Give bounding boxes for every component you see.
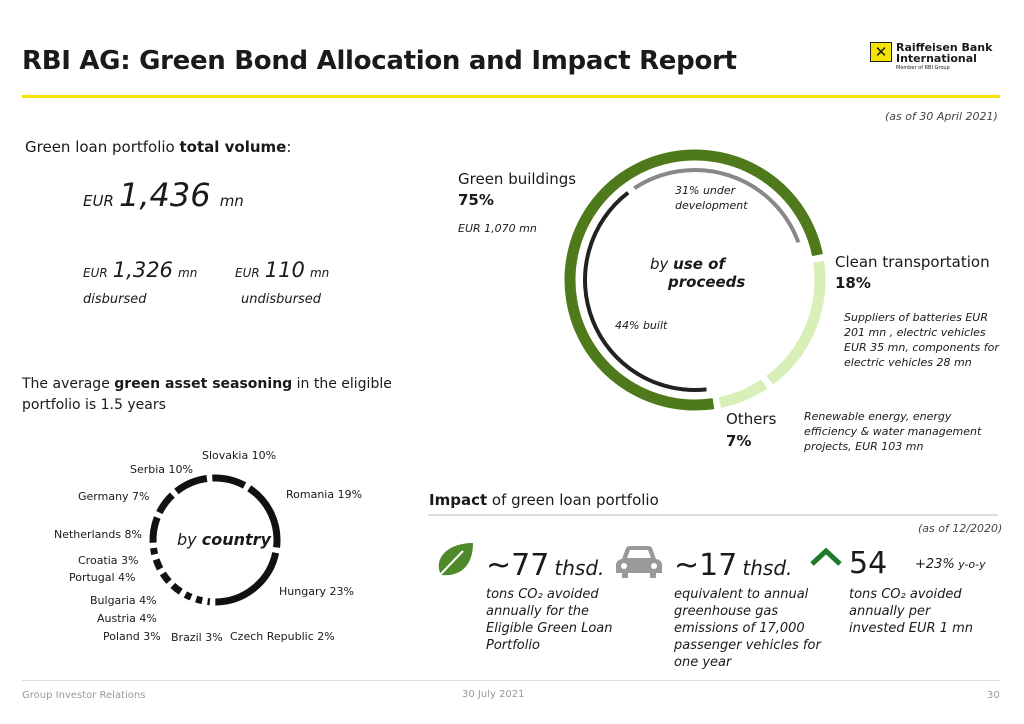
proceeds-slice-2 [718, 379, 768, 408]
country-label: Germany 7% [78, 490, 150, 503]
impact-change: +23% y-o-y [915, 557, 986, 572]
country-label: Romania 19% [286, 488, 363, 501]
footer-left: Group Investor Relations [22, 690, 146, 701]
impact-value-vehicles: ~17 thsd. [674, 548, 793, 583]
impact-desc-vehicles: equivalent to annual greenhouse gas emis… [674, 587, 821, 670]
detail-clean-transportation: Suppliers of batteries EUR 201 mn , elec… [844, 311, 999, 369]
seasoning-text: The average green asset seasoning in the… [22, 376, 392, 413]
logo-sub: Member of RBI Group [896, 65, 950, 71]
proceeds-subslice-0 [583, 191, 707, 392]
country-label: Poland 3% [103, 630, 161, 643]
pct-others: 7% [726, 432, 752, 450]
pct-green-buildings: 75% [458, 191, 494, 209]
logo: ✕ Raiffeisen Bank International Member of … [870, 42, 992, 73]
proceeds-subslice-1 [633, 168, 801, 244]
country-label: Czech Republic 2% [230, 630, 335, 643]
chevron-up-icon [810, 548, 842, 566]
country-slice-0 [212, 474, 247, 489]
portfolio-label: Green loan portfolio total volume: [25, 138, 292, 156]
country-slice-10 [149, 516, 161, 543]
proceeds-slice-0 [564, 149, 823, 411]
impact-divider [428, 514, 998, 516]
label-others: Others [726, 410, 777, 428]
country-label: Serbia 10% [130, 463, 193, 476]
leaf-icon [436, 543, 473, 579]
country-label: Austria 4% [97, 612, 157, 625]
impact-value-per-mn: 54 [849, 546, 888, 581]
impact-title: Impact of green loan portfolio [429, 491, 659, 509]
undisbursed-amount: EUR 110 mn [235, 258, 330, 282]
country-label: Bulgaria 4% [90, 594, 157, 607]
impact-desc-per-mn: tons CO₂ avoided annually per invested E… [849, 587, 973, 636]
disbursed-label: disbursed [83, 292, 147, 307]
label-under-development: 31% under development [675, 184, 748, 212]
impact-value-co2: ~77 thsd. [486, 548, 605, 583]
country-slice-11 [156, 492, 175, 515]
logo-x-icon: ✕ [870, 42, 892, 62]
country-slice-6 [170, 582, 183, 595]
total-volume: EUR 1,436 mn [83, 176, 244, 214]
country-slice-12 [174, 475, 208, 495]
country-label: Hungary 23% [279, 585, 354, 598]
label-clean-transportation: Clean transportation [835, 253, 990, 271]
proceeds-slice-1 [766, 260, 826, 385]
country-label: Brazil 3% [171, 631, 223, 644]
pct-clean-transportation: 18% [835, 274, 871, 292]
disbursed-amount: EUR 1,326 mn [83, 258, 198, 282]
footer-divider [22, 680, 1000, 681]
logo-line2: International [896, 52, 977, 65]
country-label: Portugal 4% [69, 571, 136, 584]
country-label: Netherlands 8% [54, 528, 142, 541]
label-built: 44% built [615, 319, 668, 332]
country-slice-4 [195, 595, 203, 605]
country-slice-7 [159, 571, 172, 584]
country-slice-1 [247, 485, 281, 548]
footer-date: 30 July 2021 [462, 689, 525, 700]
country-slice-8 [152, 558, 164, 571]
detail-others: Renewable energy, energy efficiency & wa… [804, 410, 982, 453]
country-center-title: by country [177, 530, 271, 549]
country-slice-2 [215, 551, 280, 606]
impact-as-of: (as of 12/2020) [918, 522, 1003, 535]
country-label: Slovakia 10% [202, 449, 277, 462]
logo-line1: Raiffeisen Bank [896, 41, 993, 54]
country-slice-5 [183, 591, 193, 601]
proceeds-center-title: by use of proceeds [650, 255, 746, 291]
country-slice-9 [150, 547, 159, 556]
title-underline [22, 95, 1000, 98]
undisbursed-label: undisbursed [241, 292, 321, 307]
detail-green-buildings: EUR 1,070 mn [458, 222, 537, 235]
car-icon [616, 546, 662, 578]
label-green-buildings: Green buildings [458, 170, 577, 188]
page-number: 30 [987, 690, 1000, 701]
page-title: RBI AG: Green Bond Allocation and Impact… [22, 46, 737, 76]
impact-desc-co2: tons CO₂ avoided annually for the Eligib… [486, 587, 613, 653]
as-of-date: (as of 30 April 2021) [885, 110, 998, 123]
country-label: Croatia 3% [78, 554, 139, 567]
